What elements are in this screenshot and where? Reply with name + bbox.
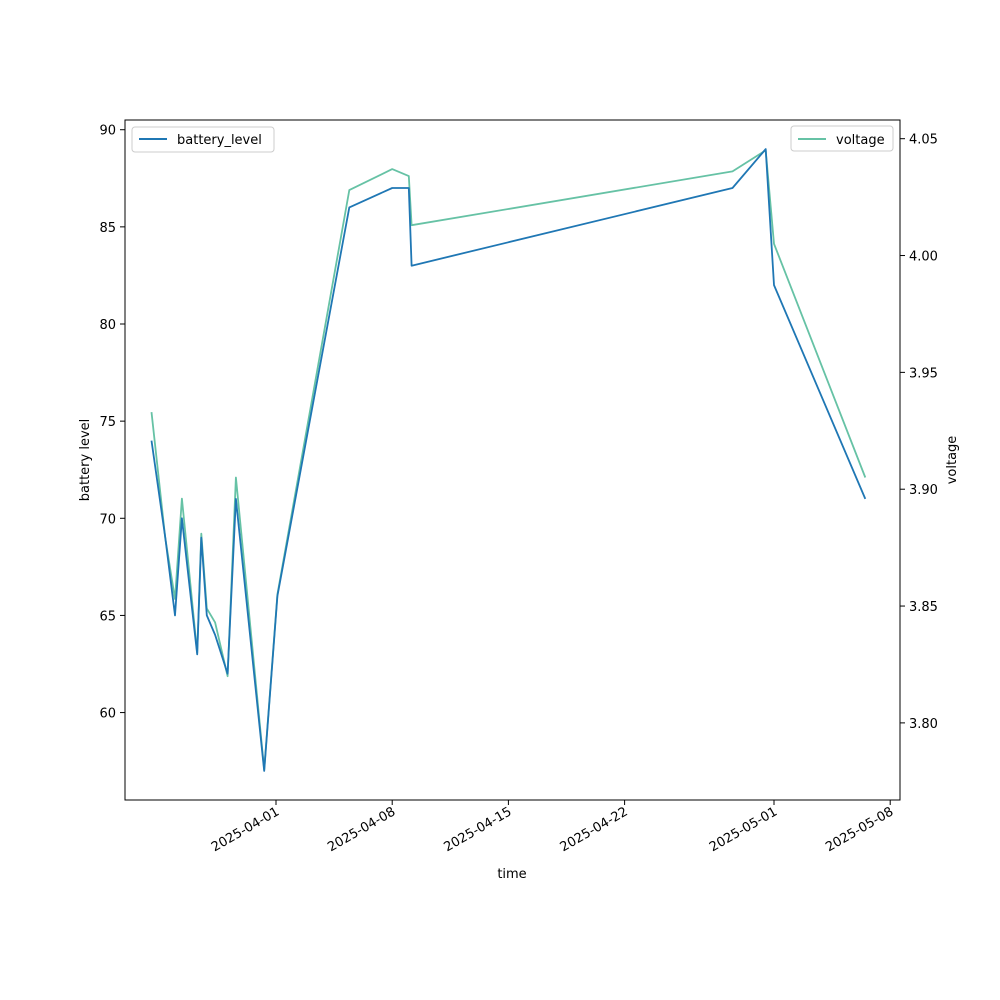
x-tick-label: 2025-05-01 xyxy=(707,804,780,855)
left-tick-label: 65 xyxy=(99,609,116,624)
series-line-voltage xyxy=(150,149,867,771)
series-line-battery-level xyxy=(150,148,867,772)
right-tick-label: 3.90 xyxy=(909,483,938,498)
x-tick-label: 2025-05-08 xyxy=(823,804,896,855)
legend-battery-level: battery_level xyxy=(131,126,275,153)
x-tick-label: 2025-04-22 xyxy=(558,804,631,855)
x-tick-label: 2025-04-08 xyxy=(325,804,398,855)
legend-label: voltage xyxy=(836,133,885,148)
legend-voltage: voltage xyxy=(790,125,894,152)
left-tick-label: 75 xyxy=(99,415,116,430)
left-tick-label: 85 xyxy=(99,221,116,236)
right-tick-label: 3.95 xyxy=(909,366,938,381)
left-tick-label: 90 xyxy=(99,124,116,139)
x-axis-title: time xyxy=(497,867,526,882)
legend-label: battery_level xyxy=(177,133,262,148)
right-axis-title: voltage xyxy=(945,436,960,485)
x-tick-label: 2025-04-15 xyxy=(441,804,514,855)
right-tick-label: 3.85 xyxy=(909,600,938,615)
legend-box xyxy=(790,125,894,152)
legend-box xyxy=(131,126,275,153)
left-axis-title: battery level xyxy=(78,419,93,502)
plot-frame xyxy=(124,119,901,801)
right-tick-label: 4.00 xyxy=(909,250,938,265)
left-tick-label: 80 xyxy=(99,318,116,333)
x-tick-label: 2025-04-01 xyxy=(209,804,282,855)
axes-layer: 2025-04-01 2025-04-08 2025-04-15 2025-04-22… xyxy=(99,124,938,856)
right-tick-label: 4.05 xyxy=(909,133,938,148)
right-tick-label: 3.80 xyxy=(909,717,938,732)
series-layer xyxy=(150,148,867,772)
left-tick-label: 70 xyxy=(99,512,116,527)
left-tick-label: 60 xyxy=(99,707,116,722)
